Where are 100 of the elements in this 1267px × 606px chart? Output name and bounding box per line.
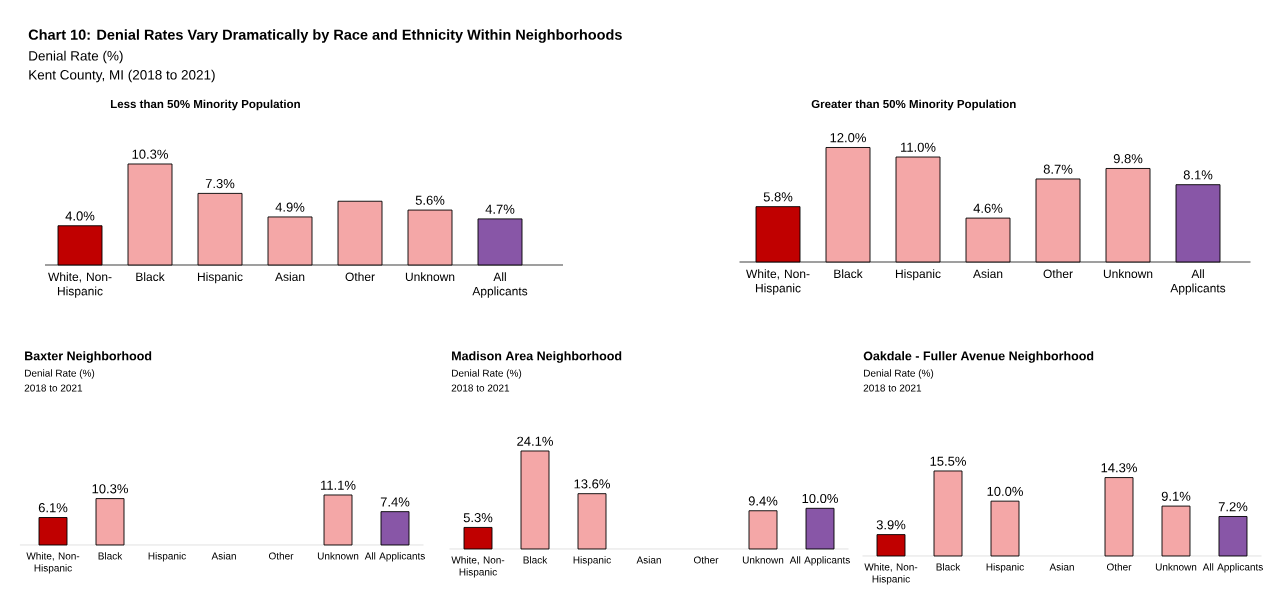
x-tick-label: Black	[834, 269, 863, 279]
data-label: 14.3%	[1101, 463, 1137, 473]
chart-subtitle: Denial Rate (%)	[25, 369, 95, 379]
data-label: 5.6%	[415, 195, 445, 205]
x-tick-label: Other	[1106, 563, 1132, 571]
data-label: 4.6%	[973, 203, 1003, 213]
bar	[323, 494, 353, 546]
x-tick-label: All Applicants	[364, 552, 425, 562]
bar	[463, 526, 493, 550]
x-tick-label: Unknown	[1103, 269, 1153, 279]
data-label: 3.9%	[876, 520, 906, 530]
chart-title: Baxter Neighborhood	[25, 351, 152, 363]
bar	[1175, 184, 1221, 263]
x-tick-label: Other	[268, 552, 294, 560]
x-tick-label: White, Non-Hispanic	[746, 269, 810, 295]
data-label: 4.7%	[485, 204, 515, 214]
data-label: 10.0%	[802, 493, 838, 504]
chart-title: Oakdale - Fuller Avenue Neighborhood	[863, 351, 1094, 363]
bar	[38, 517, 68, 546]
data-label: 6.1%	[38, 503, 68, 513]
x-tick-label: Black	[136, 272, 165, 282]
data-label: 13.6%	[574, 479, 610, 489]
x-tick-label: All Applicants	[789, 556, 850, 566]
bar	[197, 192, 243, 266]
data-label: 11.0%	[901, 142, 936, 152]
x-tick-label: White, Non-Hispanic	[864, 563, 918, 585]
chart-subtitle: Denial Rate (%)	[452, 369, 522, 379]
bar	[895, 156, 941, 263]
x-tick-label: Other	[345, 272, 375, 282]
x-tick-label: All Applicants	[472, 272, 528, 298]
data-label: 10.3%	[132, 149, 168, 159]
x-tick-label: White, Non-Hispanic	[26, 552, 80, 574]
bar	[805, 507, 835, 550]
data-label: 9.8%	[1113, 154, 1143, 164]
x-tick-label: All Applicants	[1202, 563, 1263, 573]
x-tick-label: Hispanic	[895, 269, 941, 281]
data-label: 8.1%	[1183, 170, 1213, 180]
bar	[95, 498, 125, 546]
x-tick-label: Other	[693, 556, 719, 564]
bar	[933, 470, 963, 557]
x-tick-label: Asian	[211, 552, 236, 560]
x-tick-label: Other	[1043, 269, 1073, 279]
bar	[407, 209, 453, 266]
data-label: 10.0%	[987, 486, 1023, 496]
x-tick-label: Hispanic	[986, 563, 1024, 573]
bar	[876, 534, 906, 557]
bar	[755, 206, 801, 263]
bar	[127, 163, 173, 266]
bar	[1105, 168, 1151, 263]
x-tick-label: Hispanic	[197, 272, 243, 284]
data-label: 9.4%	[748, 496, 778, 506]
x-tick-label: Black	[523, 556, 548, 564]
bar	[267, 216, 313, 266]
data-label: 9.1%	[1161, 491, 1191, 501]
data-label: 7.2%	[1218, 502, 1248, 512]
bar	[990, 500, 1020, 557]
x-tick-label: White, Non-Hispanic	[48, 272, 112, 298]
bar	[337, 200, 383, 266]
text: 2018 to 2021	[451, 384, 510, 392]
data-label: 10.3%	[92, 484, 128, 494]
x-tick-label: White, Non-Hispanic	[451, 556, 505, 578]
text: 2018 to 2021	[24, 384, 83, 392]
chart-title: Greater than 50% Minority Population	[811, 99, 1016, 111]
data-label: 8.7%	[1043, 164, 1073, 174]
data-label: 15.5%	[930, 456, 966, 466]
bar	[1035, 178, 1081, 263]
data-label: 24.1%	[517, 436, 553, 446]
x-tick-label: Unknown	[405, 272, 455, 282]
chart-subtitle: Denial Rate (%)	[864, 369, 934, 379]
data-label: 12.0%	[830, 133, 866, 143]
chart-title: Madison Area Neighborhood	[452, 351, 622, 363]
bar	[57, 225, 103, 266]
text: Chart 10: Denial Rates Vary Dramatically by Race and Ethnicity Within Neighborhoods	[28, 29, 622, 43]
bar	[748, 510, 778, 550]
bar	[577, 493, 607, 550]
data-label: 4.0%	[65, 211, 95, 221]
x-tick-label: Unknown	[742, 556, 784, 564]
x-tick-label: Asian	[973, 269, 1003, 279]
x-tick-label: Hispanic	[573, 556, 611, 566]
bar	[380, 511, 410, 546]
x-tick-label: Black	[936, 563, 961, 571]
data-label: 5.8%	[763, 192, 793, 202]
bar	[1218, 516, 1248, 557]
bar	[477, 218, 523, 266]
bar	[825, 147, 871, 263]
data-label: 5.3%	[463, 513, 493, 523]
text: Denial Rate (%)	[29, 50, 123, 64]
text: 2018 to 2021	[863, 384, 922, 392]
x-tick-label: All Applicants	[1170, 269, 1226, 295]
chart-title: Less than 50% Minority Population	[110, 99, 300, 111]
x-tick-label: Black	[98, 552, 123, 560]
x-tick-label: Unknown	[1155, 563, 1197, 571]
data-label: 11.1%	[321, 480, 356, 490]
x-tick-label: Unknown	[317, 552, 359, 560]
data-label: 4.9%	[275, 202, 305, 212]
x-tick-label: Asian	[636, 556, 661, 564]
text: Kent County, MI (2018 to 2021)	[29, 69, 215, 83]
x-tick-label: Asian	[275, 272, 305, 282]
bar	[1104, 477, 1134, 557]
bar	[965, 217, 1011, 263]
